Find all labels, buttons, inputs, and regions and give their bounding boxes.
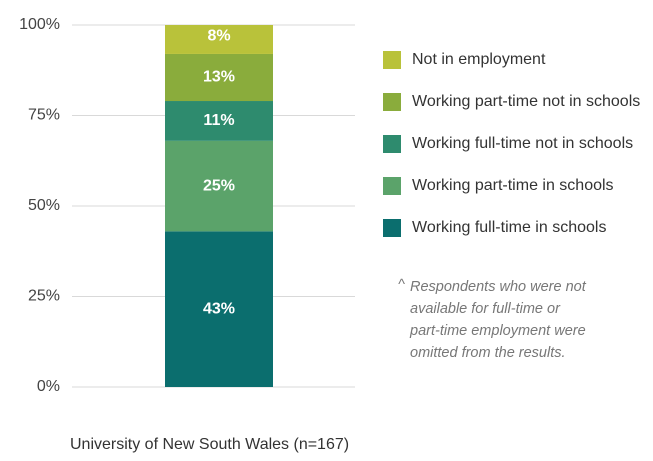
legend-swatch bbox=[383, 135, 401, 153]
value-label: 13% bbox=[203, 69, 235, 86]
legend-swatch bbox=[383, 93, 401, 111]
note-line: available for full-time or bbox=[410, 301, 561, 317]
y-tick-label: 50% bbox=[28, 197, 60, 214]
note-line: part-time employment were bbox=[409, 323, 586, 339]
legend-swatch bbox=[383, 177, 401, 195]
bar-segment bbox=[165, 101, 273, 141]
bar-segment bbox=[165, 231, 273, 387]
y-tick-label: 75% bbox=[28, 107, 60, 124]
value-label: 8% bbox=[207, 28, 230, 45]
legend-label: Working full-time in schools bbox=[412, 219, 606, 236]
y-tick-label: 100% bbox=[19, 16, 60, 33]
x-tick-label: University of New South Wales (n=167) bbox=[70, 436, 349, 453]
legend-label: Working part-time in schools bbox=[412, 177, 614, 194]
bar-segment bbox=[165, 25, 273, 54]
bar-segment bbox=[165, 53, 273, 102]
y-tick-label: 25% bbox=[28, 288, 60, 305]
legend-swatch bbox=[383, 219, 401, 237]
note-line: omitted from the results. bbox=[410, 345, 566, 361]
legend-label: Not in employment bbox=[412, 51, 546, 68]
note-marker: ^ bbox=[398, 277, 405, 293]
note-line: Respondents who were not bbox=[410, 279, 587, 295]
value-label: 11% bbox=[203, 112, 234, 129]
legend-label: Working part-time not in schools bbox=[412, 93, 640, 110]
bar-segment bbox=[165, 140, 273, 232]
value-label: 43% bbox=[203, 300, 235, 317]
legend-label: Working full-time not in schools bbox=[412, 135, 633, 152]
legend-swatch bbox=[383, 51, 401, 69]
value-label: 25% bbox=[203, 177, 235, 194]
y-tick-label: 0% bbox=[37, 378, 60, 395]
